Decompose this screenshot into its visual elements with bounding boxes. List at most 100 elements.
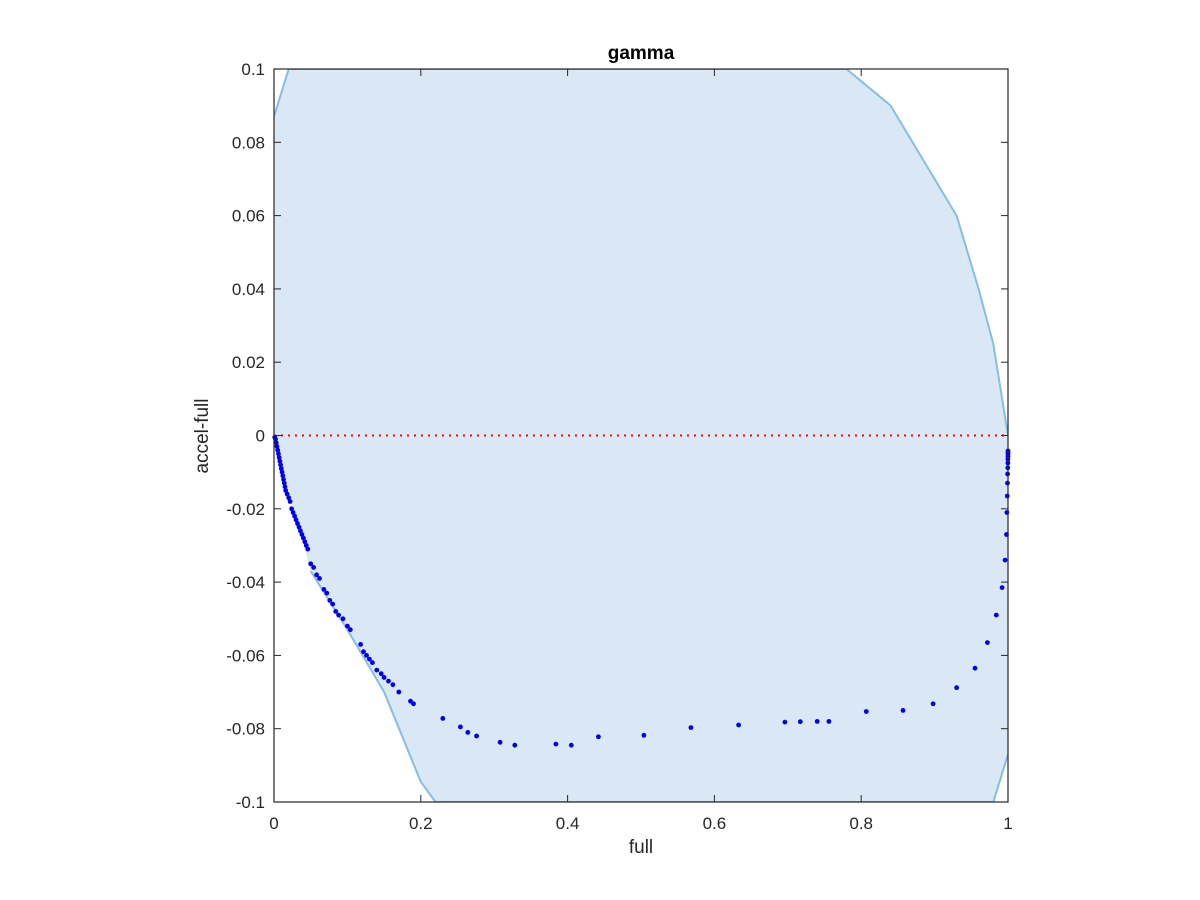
data-point — [276, 455, 282, 460]
data-point — [390, 682, 396, 688]
band-upper-edge-left — [274, 69, 290, 117]
data-point — [276, 451, 281, 457]
data-point — [287, 499, 293, 504]
data-point — [314, 572, 319, 578]
data-point — [299, 532, 305, 537]
data-point — [278, 462, 283, 468]
y-tick-label: -0.06 — [226, 646, 265, 665]
data-point — [277, 458, 283, 464]
data-point — [317, 576, 322, 581]
data-point — [275, 447, 281, 453]
data-point — [279, 469, 285, 475]
x-axis-label: full — [629, 837, 653, 858]
data-point — [274, 444, 280, 449]
data-point — [596, 734, 601, 740]
data-point — [386, 678, 391, 684]
x-tick-label: 1 — [1003, 814, 1012, 833]
data-point — [295, 521, 300, 526]
data-point — [330, 601, 336, 607]
x-tick-label: 0.6 — [703, 814, 727, 833]
data-point — [900, 708, 906, 713]
data-point — [367, 656, 372, 662]
y-tick-label: 0.1 — [241, 60, 265, 79]
data-point — [358, 642, 363, 647]
data-point — [336, 612, 341, 618]
data-point — [512, 742, 518, 748]
data-point — [411, 701, 416, 707]
data-point — [361, 649, 366, 655]
data-point — [688, 725, 694, 730]
plot-area — [272, 69, 1011, 802]
y-tick-label: -0.08 — [226, 720, 265, 739]
data-point — [293, 517, 299, 523]
data-point — [458, 724, 463, 730]
data-point — [296, 524, 302, 530]
data-point — [308, 561, 314, 567]
y-tick-label: -0.02 — [226, 500, 265, 519]
data-point — [283, 488, 289, 493]
data-point — [302, 539, 308, 545]
data-point — [497, 739, 503, 745]
data-point — [327, 598, 333, 603]
data-point — [736, 722, 741, 728]
data-point — [311, 565, 316, 570]
data-point — [282, 484, 288, 490]
data-point — [345, 623, 350, 629]
y-tick-label: -0.1 — [236, 793, 265, 812]
data-point — [782, 719, 788, 725]
chart-title: gamma — [608, 43, 675, 64]
x-axis: 0 0.2 0.4 0.6 0.8 1 — [269, 69, 1013, 833]
data-point — [286, 495, 292, 501]
data-point — [301, 535, 306, 541]
data-point — [465, 730, 471, 735]
data-point — [1002, 557, 1008, 563]
data-point — [281, 477, 286, 482]
data-point — [364, 653, 369, 658]
band-upper-edge — [288, 69, 1008, 436]
data-point — [280, 473, 286, 479]
data-point — [333, 609, 339, 614]
x-tick-label: 0 — [269, 814, 278, 833]
data-point — [374, 667, 380, 673]
data-point — [381, 675, 387, 680]
data-point — [930, 701, 936, 707]
data-point — [281, 480, 287, 486]
data-point — [1004, 493, 1010, 499]
data-point — [826, 719, 832, 724]
x-tick-label: 0.8 — [849, 814, 873, 833]
data-point — [298, 528, 303, 534]
data-point — [340, 616, 346, 622]
data-point — [474, 733, 479, 739]
data-point — [641, 732, 647, 738]
data-point — [305, 546, 311, 552]
data-point — [324, 590, 330, 596]
data-point — [278, 466, 284, 471]
data-point — [284, 491, 290, 497]
band-lower-edge — [309, 570, 1008, 802]
data-point — [972, 665, 978, 671]
data-point — [370, 660, 375, 666]
data-points — [272, 434, 1011, 748]
data-point — [553, 741, 559, 747]
data-point — [303, 543, 309, 548]
data-point — [289, 506, 294, 512]
y-axis-label: accel-full — [192, 399, 213, 474]
data-point — [347, 627, 353, 633]
data-point — [863, 709, 869, 714]
y-axis: -0.1 -0.08 -0.06 -0.04 -0.02 0 0.02 0.04 0.06 0.0… — [226, 60, 1008, 812]
y-tick-label: 0.08 — [232, 133, 265, 152]
x-tick-label: 0.2 — [409, 814, 433, 833]
data-point — [993, 612, 999, 618]
data-point — [985, 640, 990, 645]
data-point — [378, 671, 384, 677]
data-point — [292, 513, 297, 519]
data-point — [814, 719, 820, 724]
y-tick-label: 0.06 — [232, 207, 265, 226]
data-point — [999, 585, 1005, 590]
data-point — [290, 510, 296, 515]
data-point — [273, 440, 279, 446]
x-tick-label: 0.4 — [556, 814, 580, 833]
data-point — [568, 742, 574, 748]
y-tick-label: 0.04 — [232, 280, 265, 299]
